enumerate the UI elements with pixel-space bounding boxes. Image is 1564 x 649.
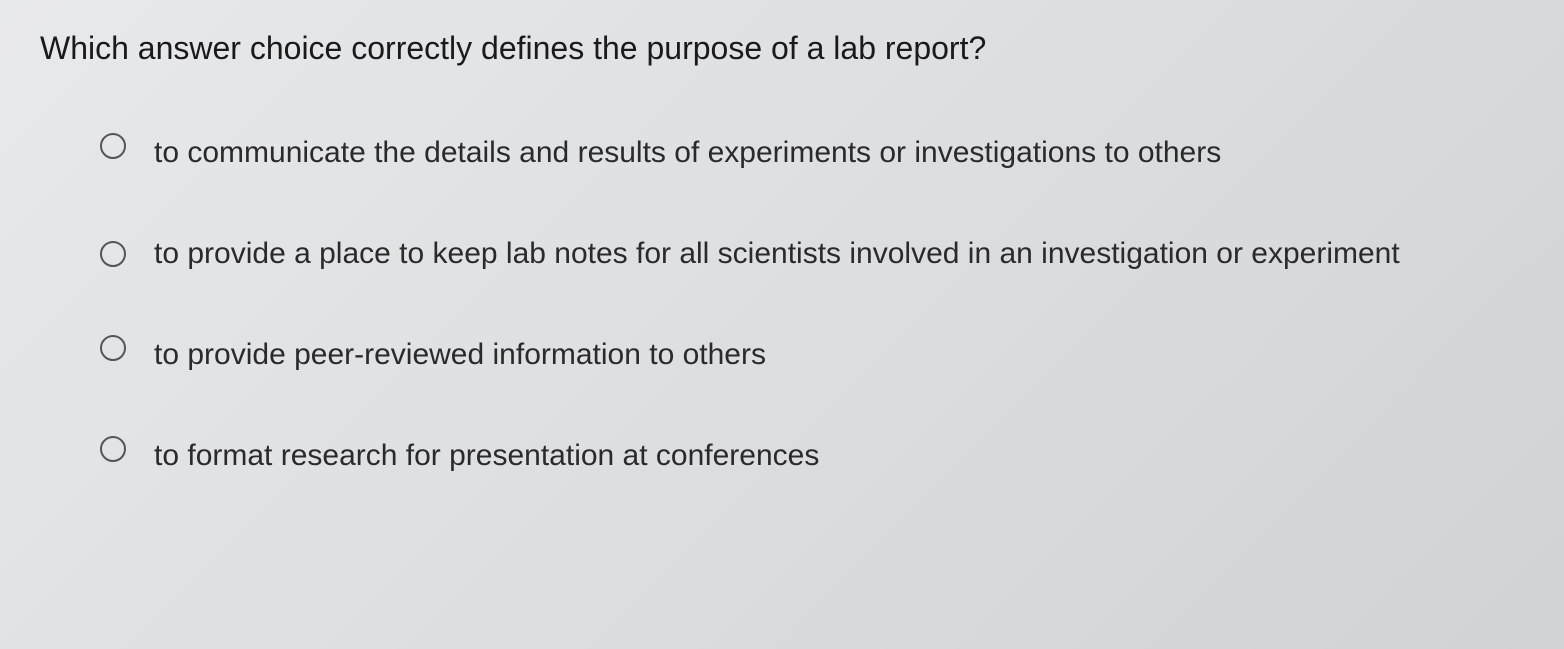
option-text-2: to provide a place to keep lab notes for… bbox=[154, 228, 1400, 279]
option-text-1: to communicate the details and results o… bbox=[154, 127, 1221, 178]
question-text: Which answer choice correctly defines th… bbox=[40, 30, 1524, 67]
radio-button-3[interactable] bbox=[100, 335, 126, 361]
options-container: to communicate the details and results o… bbox=[40, 127, 1524, 481]
option-1[interactable]: to communicate the details and results o… bbox=[100, 127, 1524, 178]
option-text-3: to provide peer-reviewed information to … bbox=[154, 329, 766, 380]
option-text-4: to format research for presentation at c… bbox=[154, 430, 819, 481]
option-4[interactable]: to format research for presentation at c… bbox=[100, 430, 1524, 481]
radio-button-1[interactable] bbox=[100, 133, 126, 159]
option-2[interactable]: to provide a place to keep lab notes for… bbox=[100, 228, 1524, 279]
radio-button-4[interactable] bbox=[100, 436, 126, 462]
option-3[interactable]: to provide peer-reviewed information to … bbox=[100, 329, 1524, 380]
radio-button-2[interactable] bbox=[100, 241, 126, 267]
